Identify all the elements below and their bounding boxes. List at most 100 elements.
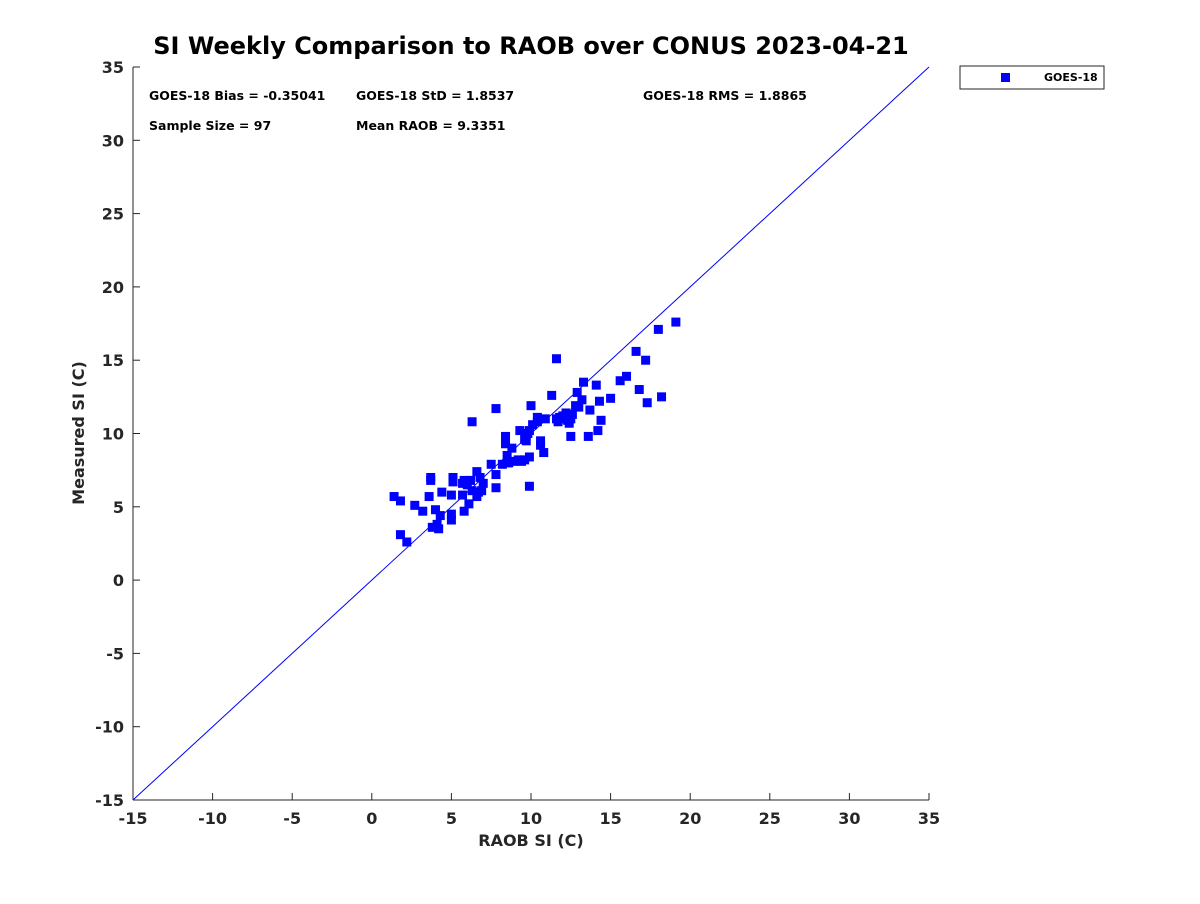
x-tick-label: 30 <box>838 809 860 828</box>
stat-rms: GOES-18 RMS = 1.8865 <box>643 88 807 103</box>
data-point <box>437 487 447 497</box>
stat-sample-size: Sample Size = 97 <box>149 118 271 133</box>
x-tick-label: 0 <box>366 809 377 828</box>
data-point <box>594 396 604 406</box>
data-point <box>426 472 436 482</box>
data-point <box>596 415 606 425</box>
data-point <box>615 376 625 386</box>
data-point <box>539 448 549 458</box>
legend-marker-square-icon <box>1001 73 1010 82</box>
data-point <box>475 472 485 482</box>
data-point <box>472 467 482 477</box>
y-tick-label: 0 <box>113 571 124 590</box>
x-tick-label: -10 <box>198 809 227 828</box>
y-tick-label: -15 <box>95 791 124 810</box>
data-point <box>459 506 469 516</box>
x-tick-label: 10 <box>520 809 542 828</box>
y-tick-label: 25 <box>102 205 124 224</box>
legend: GOES-18 <box>959 65 1105 90</box>
data-point <box>585 405 595 415</box>
data-point <box>634 385 644 395</box>
data-point <box>520 455 530 465</box>
data-point <box>446 509 456 519</box>
data-point <box>508 456 518 466</box>
data-point <box>524 426 534 436</box>
data-point <box>491 404 501 414</box>
data-point <box>501 431 511 441</box>
data-point <box>464 499 474 509</box>
data-point <box>653 324 663 334</box>
data-point <box>446 515 456 525</box>
stats-annotations: GOES-18 Bias = -0.35041 GOES-18 StD = 1.… <box>149 88 807 133</box>
data-point <box>410 500 420 510</box>
x-tick-label: -5 <box>283 809 301 828</box>
data-point <box>424 492 434 502</box>
data-point <box>540 414 550 424</box>
x-axis-label: RAOB SI (C) <box>478 831 583 850</box>
data-point <box>574 402 584 412</box>
data-point <box>566 431 576 441</box>
y-tick-label: 5 <box>113 498 124 517</box>
x-axis-ticks: -15 -10 -5 0 5 10 15 20 25 30 35 <box>119 793 940 828</box>
y-tick-label: -5 <box>106 644 124 663</box>
data-point <box>466 475 476 485</box>
data-point <box>572 387 582 397</box>
data-point <box>561 408 571 418</box>
data-point <box>657 392 667 402</box>
data-point <box>526 401 536 411</box>
data-point <box>478 478 488 488</box>
data-point <box>507 443 517 453</box>
stat-bias: GOES-18 Bias = -0.35041 <box>149 88 325 103</box>
data-point <box>389 492 399 502</box>
data-point <box>434 524 444 534</box>
data-point <box>642 398 652 408</box>
y-tick-label: 10 <box>102 425 124 444</box>
data-point <box>502 450 512 460</box>
data-point <box>583 431 593 441</box>
data-point <box>567 409 577 419</box>
data-point <box>547 390 557 400</box>
data-point <box>446 490 456 500</box>
data-point <box>524 452 534 462</box>
data-point <box>477 486 487 496</box>
data-point <box>577 395 587 405</box>
legend-entry-goes-18: GOES-18 <box>1044 71 1098 84</box>
x-tick-label: 25 <box>759 809 781 828</box>
data-point <box>402 537 412 547</box>
data-point <box>430 505 440 515</box>
y-tick-label: 20 <box>102 278 124 297</box>
stat-std: GOES-18 StD = 1.8537 <box>356 88 514 103</box>
x-tick-label: 35 <box>918 809 940 828</box>
data-point <box>418 506 428 516</box>
data-point <box>501 439 511 449</box>
data-point <box>532 417 542 427</box>
data-point <box>521 436 531 446</box>
data-point <box>579 377 589 387</box>
y-tick-label: 30 <box>102 131 124 150</box>
data-point <box>528 420 538 430</box>
y-axis-label: Measured SI (C) <box>69 361 88 505</box>
data-point <box>622 371 632 381</box>
chart-title: SI Weekly Comparison to RAOB over CONUS … <box>153 32 908 60</box>
data-point <box>491 470 501 480</box>
data-point <box>467 486 477 496</box>
x-tick-label: 15 <box>599 809 621 828</box>
data-point <box>448 472 458 482</box>
data-point <box>641 355 651 365</box>
data-point <box>591 380 601 390</box>
data-point <box>427 522 437 532</box>
data-point <box>524 481 534 491</box>
data-point <box>435 511 445 521</box>
x-tick-label: 20 <box>679 809 701 828</box>
x-tick-label: 5 <box>446 809 457 828</box>
data-point <box>606 393 616 403</box>
data-point <box>486 459 496 469</box>
data-point <box>395 496 405 506</box>
data-point <box>631 346 641 356</box>
stat-mean-raob: Mean RAOB = 9.3351 <box>356 118 505 133</box>
y-tick-label: 15 <box>102 351 124 370</box>
data-point <box>491 483 501 493</box>
data-point <box>504 458 514 468</box>
data-point <box>395 530 405 540</box>
